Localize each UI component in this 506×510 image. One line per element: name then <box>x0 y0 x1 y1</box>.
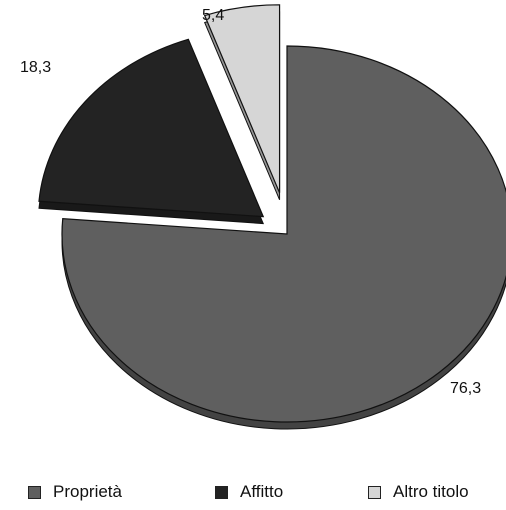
legend-item-affitto: Affitto <box>215 482 283 502</box>
pie-slices <box>38 4 506 430</box>
legend-item-altro-titolo: Altro titolo <box>368 482 469 502</box>
slice-top <box>38 38 265 218</box>
slice-top <box>203 4 281 194</box>
slice-top <box>61 45 506 423</box>
legend: Proprietà Affitto Altro titolo <box>0 476 506 510</box>
legend-swatch-affitto <box>215 485 228 499</box>
pie-slice-affitto <box>38 38 265 225</box>
pie-slice-propriet <box>61 45 506 430</box>
legend-label-proprieta: Proprietà <box>53 482 122 501</box>
slice-label-altro-titolo: 5,4 <box>202 7 224 24</box>
slice-label-affitto: 18,3 <box>20 59 51 76</box>
legend-swatch-proprieta <box>28 485 41 499</box>
legend-item-proprieta: Proprietà <box>28 482 122 502</box>
slice-label-proprieta: 76,3 <box>450 380 481 397</box>
legend-label-affitto: Affitto <box>240 482 284 501</box>
legend-label-altro-titolo: Altro titolo <box>393 482 469 501</box>
legend-swatch-altro-titolo <box>368 485 381 499</box>
pie-slice-altro-titolo <box>203 4 281 200</box>
pie-chart: 76,3 18,3 5,4 <box>20 4 506 430</box>
